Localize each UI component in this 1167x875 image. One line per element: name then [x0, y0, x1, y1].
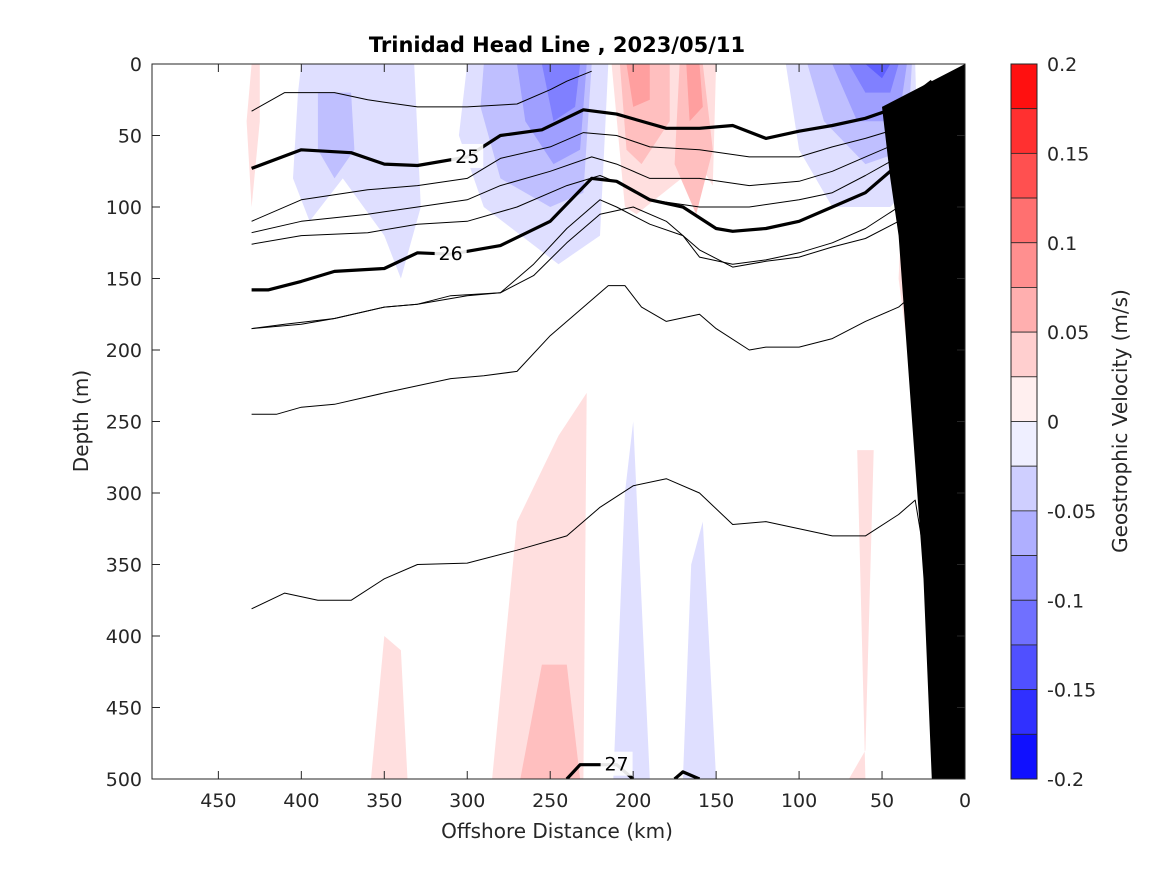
x-tick-label: 150 — [698, 790, 734, 812]
plot-area: 25 26 27 — [151, 63, 966, 780]
colorbar-swatch — [1010, 421, 1038, 467]
y-tick-label: 500 — [106, 769, 142, 791]
velocity-region — [613, 421, 650, 779]
colorbar-ticks: 0.2 0.15 0.1 0.05 0 -0.05 -0.1 -0.15 -0.2 — [1047, 54, 1096, 791]
y-tick-label: 250 — [106, 412, 142, 434]
colorbar-tick-label: -0.2 — [1047, 769, 1084, 791]
velocity-region — [626, 64, 650, 107]
colorbar-swatch — [1010, 63, 1038, 110]
y-tick-label: 50 — [118, 126, 142, 148]
colorbar-swatch — [1010, 733, 1038, 780]
colorbar-tick-label: 0.2 — [1047, 54, 1077, 76]
isopycnal-line — [251, 70, 592, 112]
contour-label-bg — [451, 143, 484, 168]
velocity-region — [674, 64, 713, 215]
y-tick-label: 300 — [106, 483, 142, 505]
colorbar-swatch — [1010, 376, 1038, 422]
isopycnal-line — [251, 106, 924, 222]
isopycnal-line — [251, 127, 933, 292]
colorbar-swatch — [1010, 599, 1038, 646]
contour-label: 26 — [439, 243, 463, 265]
x-axis-label: Offshore Distance (km) — [441, 819, 673, 843]
colorbar-tick-label: -0.05 — [1047, 501, 1096, 523]
colorbar-tick-label: -0.15 — [1047, 680, 1096, 702]
colorbar-swatch — [1010, 108, 1038, 154]
y-tick-label: 400 — [106, 626, 142, 648]
x-tick-label: 50 — [870, 790, 894, 812]
colorbar-tick-label: 0.05 — [1047, 322, 1089, 344]
x-tick-label: 300 — [449, 790, 485, 812]
colorbar-swatch — [1010, 287, 1038, 333]
colorbar-swatch — [1010, 510, 1038, 556]
velocity-region — [246, 64, 260, 207]
isopycnal-line — [251, 120, 924, 234]
land-mask — [882, 64, 965, 779]
contour-label: 27 — [604, 754, 628, 776]
colorbar-swatch — [1010, 242, 1038, 288]
y-axis-label: Depth (m) — [69, 370, 93, 472]
contour-label-bg — [600, 751, 633, 776]
colorbar-swatch — [1010, 465, 1038, 512]
x-tick-label: 0 — [959, 790, 971, 812]
isopycnal-line — [251, 79, 933, 170]
y-tick-label: 100 — [106, 197, 142, 219]
colorbar-tick-label: 0 — [1047, 412, 1059, 434]
velocity-region — [317, 92, 355, 179]
contour-label-bg — [434, 241, 467, 266]
y-tick-label: 150 — [106, 269, 142, 291]
x-tick-label: 400 — [283, 790, 319, 812]
colorbar-swatch — [1010, 555, 1038, 601]
velocity-region — [686, 64, 703, 122]
colorbar-swatch — [1010, 689, 1038, 735]
chart-title: Trinidad Head Line , 2023/05/11 — [369, 33, 745, 57]
y-tick-label: 0 — [130, 54, 142, 76]
colorbar — [1010, 63, 1038, 780]
velocity-region — [865, 64, 891, 79]
x-tick-label: 250 — [532, 790, 568, 812]
velocity-region — [682, 521, 717, 779]
y-tick-label: 450 — [106, 698, 142, 720]
velocity-region — [848, 64, 899, 93]
velocity-region — [848, 450, 874, 779]
isopycnal-line — [251, 199, 899, 330]
x-tick-label: 350 — [366, 790, 402, 812]
x-tick-label: 450 — [200, 790, 236, 812]
isopycnal-line — [251, 275, 933, 415]
colorbar-label: Geostrophic Velocity (m/s) — [1108, 289, 1132, 553]
velocity-fills — [246, 64, 919, 779]
colorbar-swatch — [1010, 197, 1038, 244]
colorbar-tick-label: 0.15 — [1047, 143, 1089, 165]
velocity-region — [541, 64, 581, 122]
contour-label: 25 — [455, 146, 479, 168]
velocity-region — [520, 664, 581, 779]
x-axis-ticks: 450 400 350 300 250 200 150 100 50 0 — [200, 64, 971, 812]
y-axis-ticks: 0 50 100 150 200 250 300 350 400 450 500 — [106, 54, 965, 791]
x-tick-label: 100 — [781, 790, 817, 812]
isopycnal-line — [251, 478, 924, 610]
colorbar-swatch — [1010, 331, 1038, 378]
y-tick-label: 350 — [106, 555, 142, 577]
colorbar-tick-label: -0.1 — [1047, 590, 1084, 612]
y-tick-label: 200 — [106, 340, 142, 362]
isopycnal-line — [673, 770, 701, 779]
continental-shelf — [882, 64, 965, 779]
colorbar-swatch — [1010, 152, 1038, 199]
colorbar-tick-label: 0.1 — [1047, 233, 1077, 255]
colorbar-swatch — [1010, 644, 1038, 691]
x-tick-label: 200 — [615, 790, 651, 812]
colorbar-frame — [1010, 63, 1038, 780]
velocity-region — [293, 64, 421, 279]
velocity-region — [371, 636, 408, 779]
isopycnal-contours: 25 26 27 — [251, 70, 933, 779]
